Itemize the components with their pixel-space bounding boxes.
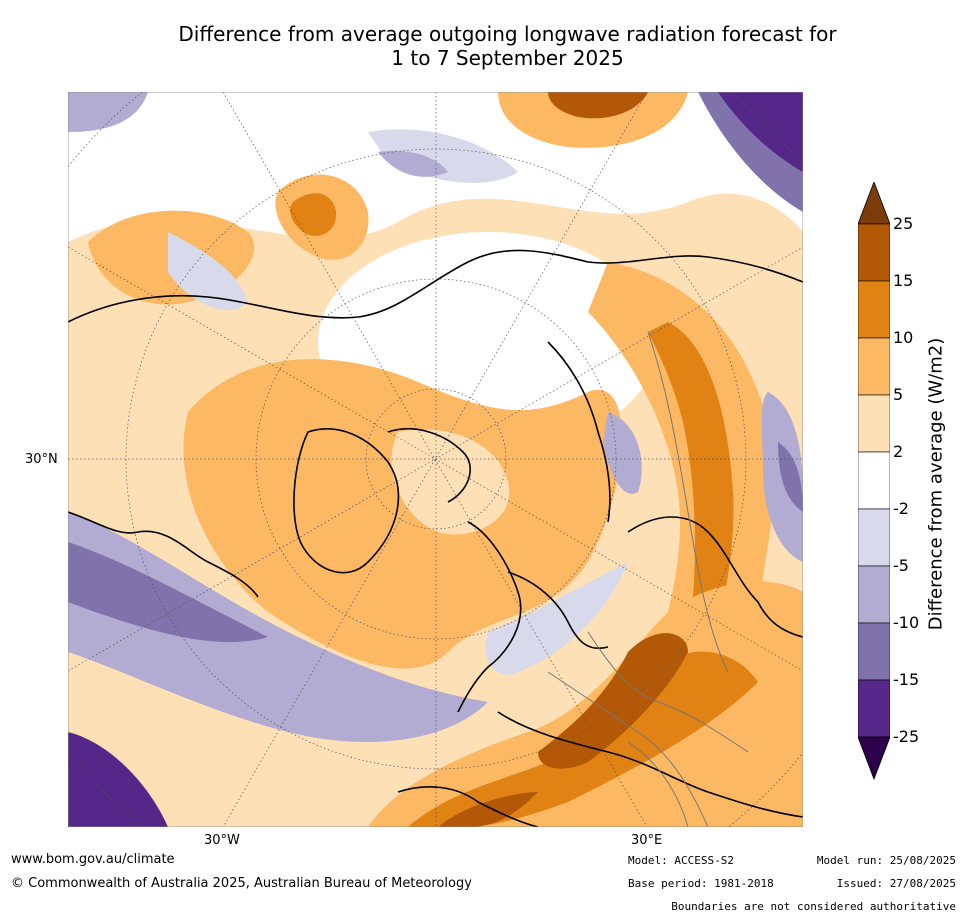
- central-arctic-light-region: [391, 429, 510, 535]
- graticule: [68, 92, 803, 827]
- north-pacific-strong-positive: [290, 193, 337, 236]
- colorbar-tick-label: 15: [893, 271, 914, 290]
- footer-disclaimer: Boundaries are not considered authoritat…: [671, 900, 956, 913]
- footer-copyright: © Commonwealth of Australia 2025, Austra…: [11, 876, 472, 891]
- colorbar: [858, 182, 890, 781]
- colorbar-segment: [858, 679, 890, 738]
- northwest-negative: [68, 92, 148, 132]
- colorbar-segment: [858, 280, 890, 339]
- colorbar-segment: [858, 451, 890, 510]
- footer-issued: Issued: 27/08/2025: [836, 877, 956, 890]
- colorbar-tick-label: -10: [893, 613, 920, 632]
- colorbar-tick-label: 2: [893, 442, 904, 461]
- north-atlantic-positive-region: [183, 359, 622, 669]
- atlantic-strong-negative-band: [68, 542, 268, 643]
- colorbar-title: Difference from average (W/m2): [925, 337, 947, 631]
- olr-anomaly-map: [68, 92, 803, 827]
- scandinavia-negative: [485, 562, 628, 675]
- title-line-2: 1 to 7 September 2025: [391, 46, 624, 70]
- colorbar-tick-label: -5: [893, 556, 909, 575]
- colorbar-tick-label: -25: [893, 727, 920, 746]
- mediterranean-strong-positive: [408, 651, 758, 827]
- europe-positive-region: [368, 581, 803, 827]
- southwest-strongest-negative: [68, 732, 168, 827]
- footer-model-run: Model run: 25/08/2025: [816, 854, 956, 867]
- lon-label-30e: 30°E: [631, 833, 663, 848]
- lon-label-30w: 30°W: [204, 833, 240, 848]
- top-positive-region: [498, 92, 688, 148]
- africa-max-positive: [438, 792, 538, 827]
- colorbar-tick-label: -15: [893, 670, 920, 689]
- colorbar-tick-label: -2: [893, 499, 909, 518]
- lat-label-30n: 30°N: [25, 452, 58, 467]
- colorbar-tick-label: 10: [893, 328, 914, 347]
- colorbar-segment: [858, 337, 890, 396]
- colorbar-extend-bottom: [858, 736, 890, 781]
- footer-model: Model: ACCESS-S2: [628, 854, 734, 867]
- colorbar-tick-label: 5: [893, 385, 904, 404]
- colorbar-tick-label: 25: [893, 214, 914, 233]
- footer-url[interactable]: www.bom.gov.au/climate: [11, 852, 175, 867]
- mediterranean-max-positive: [538, 633, 688, 769]
- northeast-strongest-negative: [718, 92, 803, 172]
- title-line-1: Difference from average outgoing longwav…: [178, 22, 837, 46]
- colorbar-segment: [858, 508, 890, 567]
- top-max-positive: [548, 92, 648, 119]
- pacific-weak-negative: [168, 232, 248, 311]
- colorbar-segment: [858, 394, 890, 453]
- asia-strong-positive-arc: [648, 322, 734, 652]
- arctic-negative: [378, 150, 448, 177]
- central-asia-strong-negative: [778, 442, 803, 512]
- footer-base-period: Base period: 1981-2018: [628, 877, 774, 890]
- colorbar-segment: [858, 223, 890, 282]
- colorbar-segment: [858, 565, 890, 624]
- map-canvas: [68, 92, 803, 827]
- map-title: Difference from average outgoing longwav…: [60, 22, 955, 70]
- colorbar-extend-top: [858, 182, 890, 225]
- siberia-negative: [603, 412, 642, 494]
- atlantic-negative-band: [68, 512, 488, 742]
- coastlines: [68, 249, 803, 827]
- colorbar-segment: [858, 622, 890, 681]
- country-borders: [547, 331, 749, 827]
